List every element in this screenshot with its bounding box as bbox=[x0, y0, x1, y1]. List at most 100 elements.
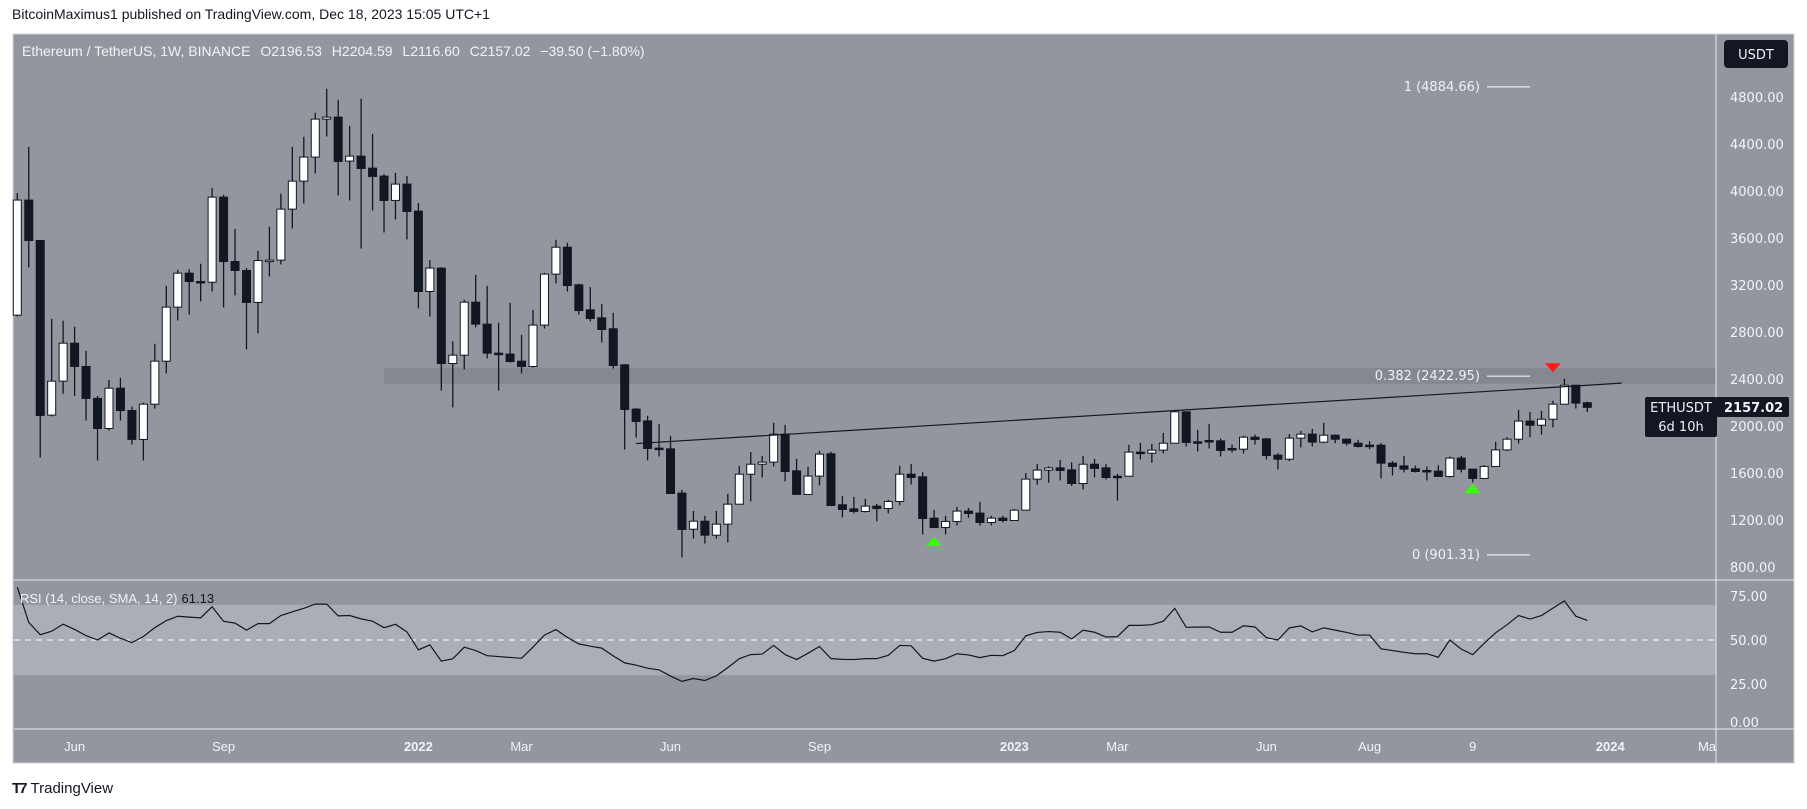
time-tick-label: Jun bbox=[64, 739, 85, 754]
price-tick-label: 4800.00 bbox=[1730, 91, 1784, 106]
time-axis[interactable]: Jun Sep 2022 Mar Jun Sep 2023 Mar Jun Aug 9 2024 Ma bbox=[64, 739, 1717, 754]
price-axis[interactable]: 4800.00 4400.00 4000.00 3600.00 3200.00 2800.… bbox=[1730, 91, 1784, 576]
candle-up bbox=[173, 272, 183, 308]
candle-up bbox=[47, 380, 57, 416]
candle-down bbox=[1433, 470, 1443, 477]
tradingview-logo-icon: T7 bbox=[12, 780, 27, 797]
candle-up bbox=[322, 116, 332, 120]
candle-up bbox=[276, 208, 286, 261]
rsi-tick-label: 25.00 bbox=[1730, 678, 1767, 693]
candle-up bbox=[207, 196, 217, 283]
candle-up bbox=[1284, 437, 1294, 460]
open-label: O bbox=[260, 43, 272, 59]
candle-down bbox=[127, 410, 137, 440]
candle-down bbox=[837, 504, 847, 510]
candle-down bbox=[1135, 451, 1145, 455]
tradingview-logo[interactable]: T7 TradingView bbox=[12, 780, 113, 797]
candle-down bbox=[333, 116, 343, 162]
candle-down bbox=[1330, 434, 1340, 440]
candle-down bbox=[792, 470, 802, 495]
candle-up bbox=[1032, 469, 1042, 480]
candle-down bbox=[700, 520, 710, 536]
candle-up bbox=[1536, 418, 1546, 426]
price-tick-label: 3600.00 bbox=[1730, 232, 1784, 247]
candle-down bbox=[1204, 439, 1214, 443]
candle-up bbox=[161, 306, 171, 362]
candle-down bbox=[242, 269, 251, 303]
candle-up bbox=[345, 155, 355, 162]
candle-down bbox=[379, 175, 389, 201]
time-tick-label: Mar bbox=[510, 739, 533, 754]
candle-down bbox=[574, 284, 584, 312]
symbol-legend: Ethereum / TetherUS, 1W, BINANCE O2196.5… bbox=[22, 43, 651, 59]
candle-down bbox=[998, 517, 1008, 522]
currency-label: USDT bbox=[1738, 48, 1774, 63]
candle-down bbox=[1365, 444, 1375, 448]
candle-up bbox=[952, 510, 962, 522]
candle-up bbox=[1514, 420, 1524, 440]
candle-down bbox=[517, 360, 527, 367]
price-tick-label: 4000.00 bbox=[1730, 185, 1784, 200]
ascending-trendline bbox=[636, 382, 1622, 445]
candle-down bbox=[666, 448, 676, 494]
candle-up bbox=[1009, 509, 1019, 522]
candle-down bbox=[35, 240, 45, 416]
candle-down bbox=[631, 408, 641, 422]
candle-down bbox=[471, 301, 481, 325]
price-tick-label: 1600.00 bbox=[1730, 467, 1784, 482]
candle-up bbox=[459, 301, 469, 356]
price-tag-symbol: ETHUSDT bbox=[1650, 401, 1712, 416]
candle-down bbox=[1112, 475, 1122, 479]
price-tick-label: 1200.00 bbox=[1730, 514, 1784, 529]
red-down-triangle-icon bbox=[1544, 363, 1561, 373]
time-tick-label: Ma bbox=[1698, 739, 1717, 754]
rsi-line bbox=[16, 587, 1588, 682]
candle-up bbox=[746, 463, 756, 475]
price-tick-label: 2000.00 bbox=[1730, 420, 1784, 435]
currency-button[interactable]: USDT bbox=[1724, 40, 1788, 68]
rsi-tick-label: 50.00 bbox=[1730, 634, 1767, 649]
candle-down bbox=[1582, 402, 1592, 408]
rsi-title[interactable]: RSI (14, close, SMA, 14, 2) bbox=[20, 591, 178, 606]
candle-down bbox=[1399, 465, 1409, 470]
candle-up bbox=[528, 324, 538, 367]
fib-level-label: 0 (901.31) bbox=[1412, 548, 1480, 563]
candle-up bbox=[1548, 403, 1558, 420]
candle-down bbox=[1055, 467, 1065, 471]
candle-up bbox=[1445, 457, 1455, 477]
time-tick-label: Sep bbox=[808, 739, 831, 754]
symbol-title[interactable]: Ethereum / TetherUS, 1W, BINANCE bbox=[22, 43, 251, 59]
candle-down bbox=[1388, 462, 1397, 467]
candle-down bbox=[597, 317, 607, 330]
candle-up bbox=[1044, 467, 1054, 471]
candle-down bbox=[906, 473, 916, 478]
logo-text: TradingView bbox=[30, 780, 114, 797]
rsi-tick-label: 0.00 bbox=[1730, 716, 1759, 731]
candle-down bbox=[654, 447, 664, 451]
candle-down bbox=[24, 199, 34, 242]
high-label: H bbox=[331, 43, 342, 59]
resistance-zone bbox=[384, 367, 1716, 384]
candle-down bbox=[230, 261, 240, 271]
candle-up bbox=[986, 517, 996, 524]
price-tag-countdown: 6d 10h bbox=[1658, 420, 1703, 435]
candle-up bbox=[390, 183, 400, 201]
candle-down bbox=[849, 508, 859, 512]
candle-down bbox=[413, 210, 423, 292]
candle-down bbox=[1181, 411, 1191, 443]
price-tick-label: 3200.00 bbox=[1730, 279, 1784, 294]
candle-down bbox=[585, 309, 595, 320]
candle-up bbox=[711, 523, 721, 536]
rsi-axis[interactable]: 75.00 50.00 25.00 0.00 bbox=[1730, 590, 1767, 731]
candle-down bbox=[780, 433, 790, 473]
candle-down bbox=[1273, 454, 1283, 460]
candle-up bbox=[287, 180, 297, 210]
change-value: −39.50 (−1.80%) bbox=[540, 43, 645, 59]
time-tick-label: Sep bbox=[212, 739, 235, 754]
candle-down bbox=[482, 323, 492, 354]
candle-up bbox=[150, 360, 160, 405]
drawings-layer: 1 (4884.66) 0.382 (2422.95) 0 (901.31) bbox=[16, 80, 1622, 682]
candle-up bbox=[1170, 411, 1180, 444]
candle-down bbox=[368, 167, 378, 177]
